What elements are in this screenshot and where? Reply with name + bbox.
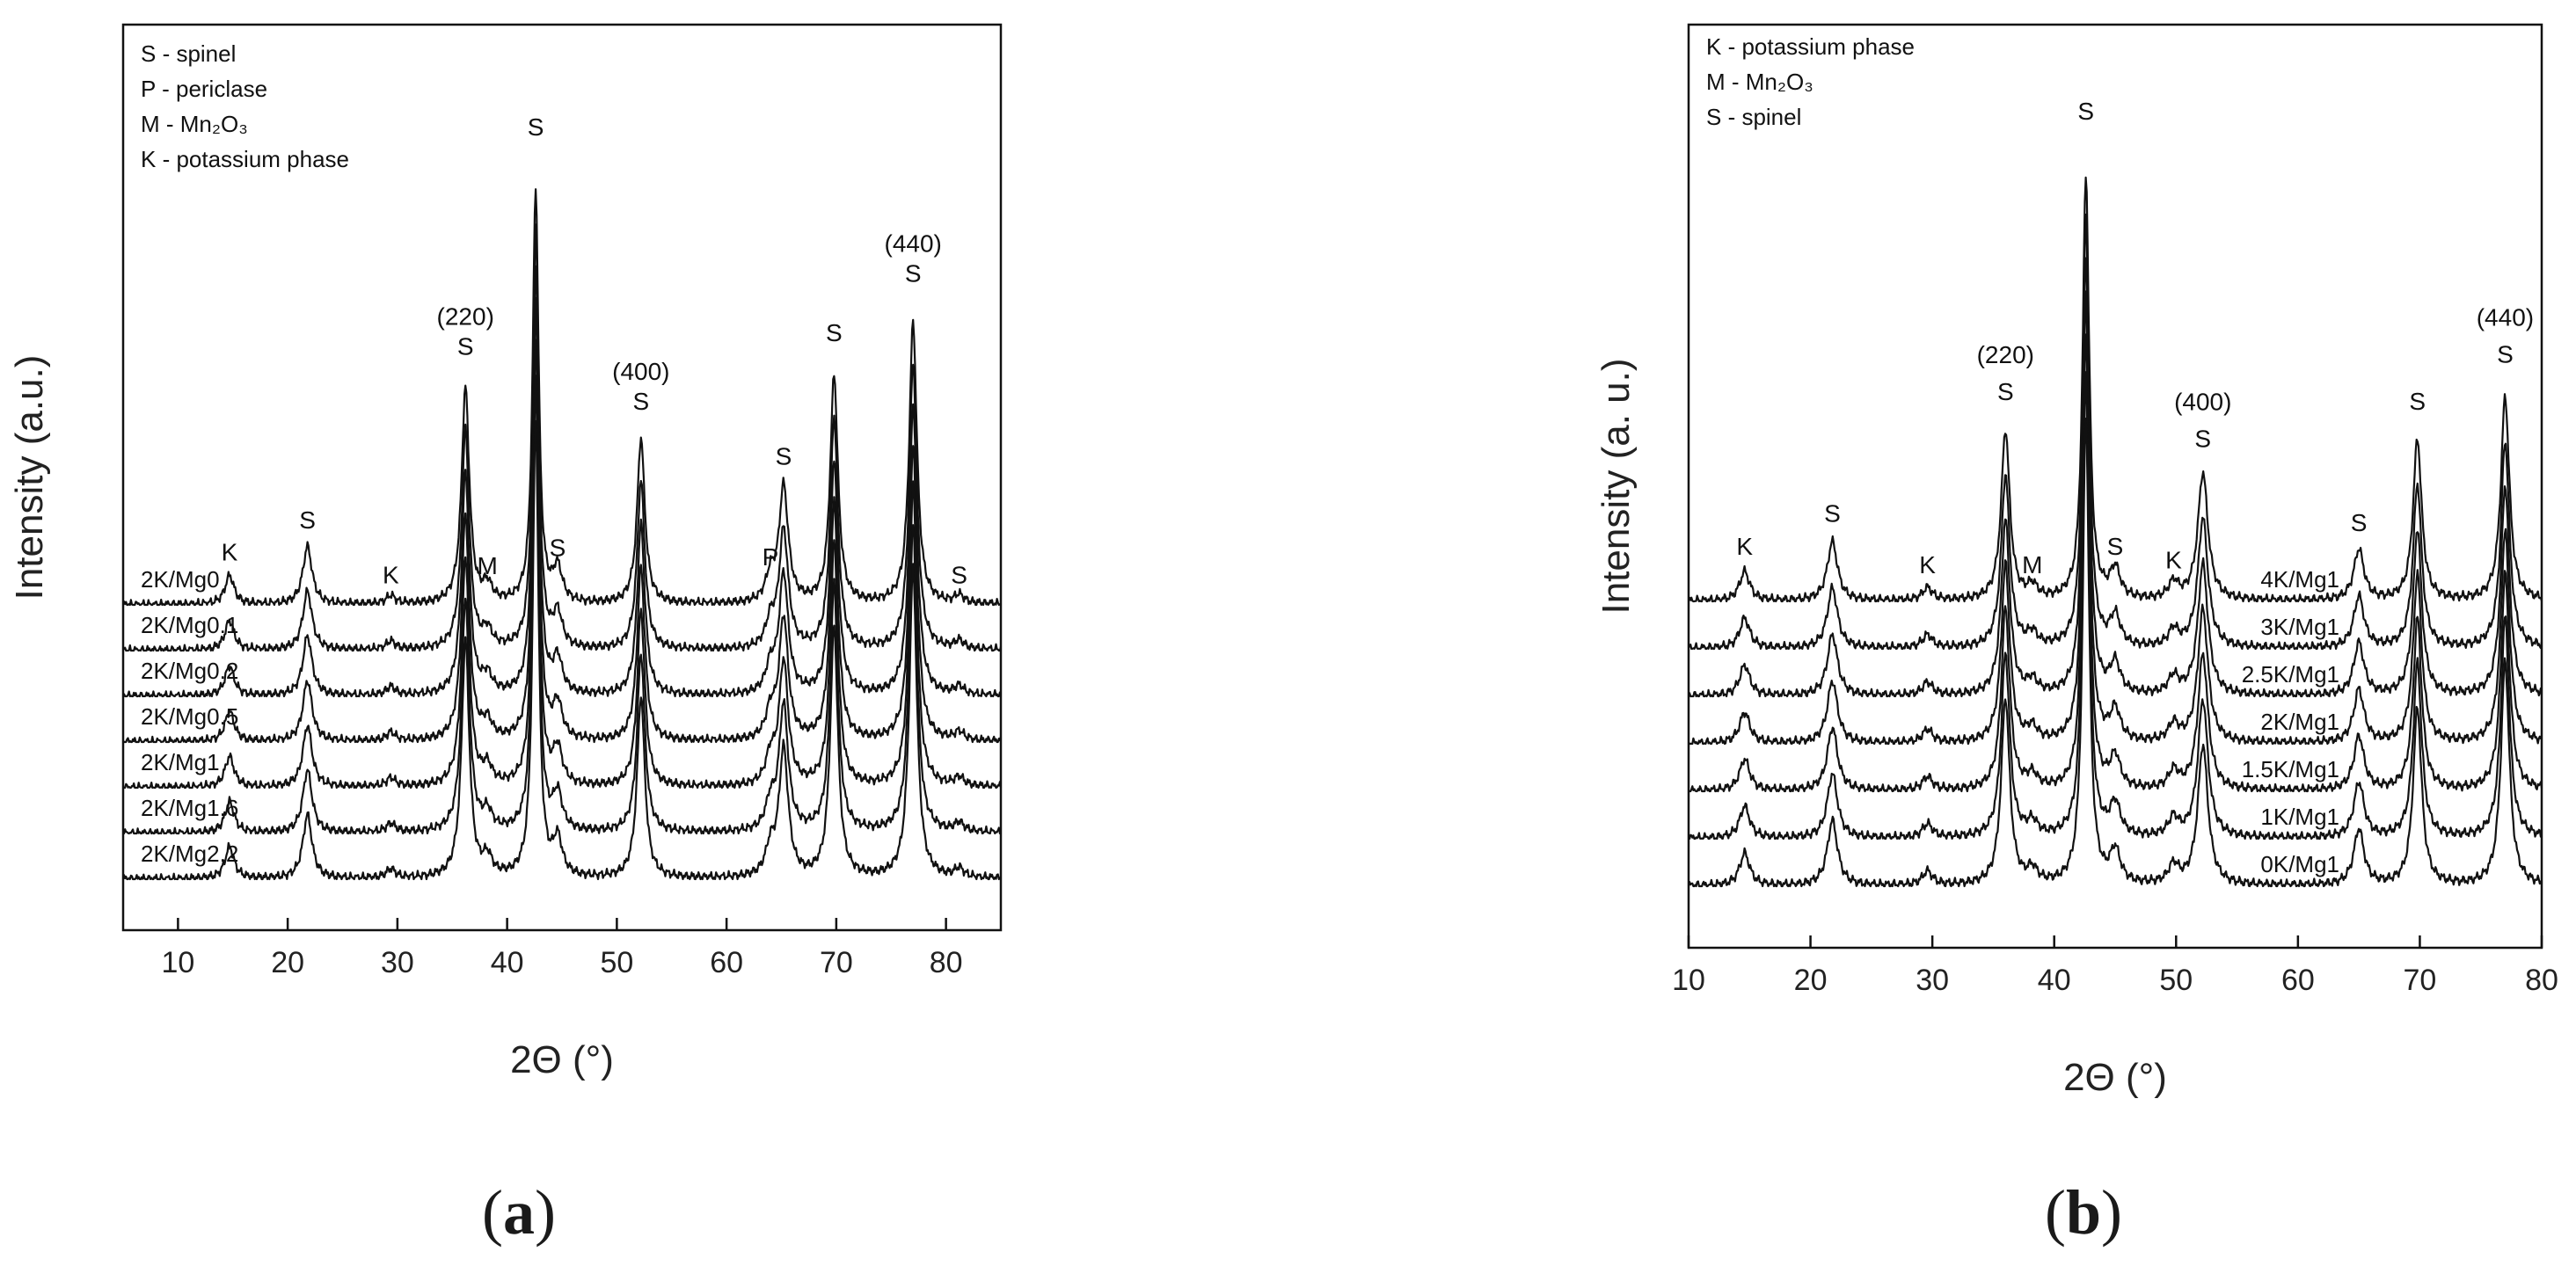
panel-b-series-label-2k-mg1: 2K/Mg1 (2260, 709, 2339, 735)
panel-b-trace-2-5k-mg1 (1688, 257, 2543, 698)
panel-a-peak-label-7: S (632, 388, 649, 415)
panel-b-chart: 10 20 30 40 50 60 70 80 2Θ (°) Intensity (a. u.) K… (1594, 23, 2558, 1099)
panel-b-series-label-0k-mg1: 0K/Mg1 (2260, 851, 2339, 877)
panel-b-x-tick-label-10: 10 (1672, 964, 1705, 997)
panel-a-series-label-2k-mg0-5: 2K/Mg0.5 (141, 703, 238, 730)
panel-b-peak-label-1: S (1824, 500, 1841, 528)
panel-a-series-label-2k-mg0-1: 2K/Mg0.1 (141, 612, 238, 638)
panel-a-trace-2k-mg0-2 (122, 265, 1003, 698)
panel-a-legend-entry-3: K - potassium phase (141, 146, 349, 172)
panel-b-peak-hkl-8: (400) (2174, 388, 2231, 415)
panel-b-legend-entry-0: K - potassium phase (1706, 33, 1915, 60)
panel-b-peak-label-11: S (2497, 341, 2514, 368)
panel-b-plot-frame (1687, 23, 2543, 950)
panel-b-x-tick-label-20: 20 (1794, 964, 1828, 997)
panel-a-legend-entry-1: P - periclase (141, 76, 267, 102)
panel-a-series-label-2k-mg0: 2K/Mg0 (141, 566, 220, 593)
panel-b-trace-1-5k-mg1 (1689, 333, 2543, 793)
panel-b-trace-4k-mg1 (1688, 176, 2543, 603)
panel-a-x-tick-label-70: 70 (820, 946, 853, 979)
panel-b-peak-label-4: M (2022, 551, 2042, 579)
panel-a-trace-2k-mg2-2 (121, 419, 1002, 881)
panel-a-x-tick-label-80: 80 (930, 946, 963, 979)
panel-a-peak-label-1: S (299, 506, 316, 534)
panel-b-peak-label-8: S (2194, 425, 2211, 452)
panel-b-peak-label-5: S (2077, 98, 2094, 125)
panel-a-peak-label-9: S (776, 442, 792, 469)
panel-a-peak-hkl-3: (220) (437, 303, 494, 331)
panel-b-peak-hkl-3: (220) (1977, 341, 2034, 368)
panel-b-x-tick-label-30: 30 (1916, 964, 1949, 997)
panel-b-peak-label-9: S (2351, 509, 2368, 536)
panel-a-trace-2k-mg1 (123, 338, 1003, 790)
panel-b-y-axis-title: Intensity (a. u.) (1594, 358, 1638, 614)
panel-a-series-label-2k-mg1-6: 2K/Mg1.6 (141, 795, 238, 821)
panel-b-x-tick-label-50: 50 (2159, 964, 2193, 997)
panel-b-series-label-1-5k-mg1: 1.5K/Mg1 (2242, 756, 2339, 782)
panel-a-chart: 10 20 30 40 50 60 70 80 2Θ (°) Intensity (a.u.) S … (8, 23, 1003, 1081)
panel-b-trace-3k-mg1 (1688, 213, 2543, 651)
panel-a-caption-letter: a (502, 1177, 535, 1248)
panel-a-legend-entry-0: S - spinel (141, 40, 236, 67)
panel-a-x-tick-label-30: 30 (381, 946, 414, 979)
panel-b-trace-2k-mg1 (1688, 290, 2543, 746)
panel-a-peak-label-3: S (457, 333, 474, 360)
panel-a-x-tick-label-40: 40 (491, 946, 524, 979)
panel-a-x-tick-label-50: 50 (600, 946, 633, 979)
panel-b-legend-entry-1: M - Mn₂O₃ (1706, 69, 1813, 95)
panel-a-trace-2k-mg0-1 (122, 223, 1003, 652)
panel-a-series-label-2k-mg0-2: 2K/Mg0.2 (141, 658, 238, 684)
panel-b-x-tick-label-40: 40 (2038, 964, 2071, 997)
panel-a-peak-hkl-7: (400) (612, 358, 669, 385)
panel-a-series-label-2k-mg1: 2K/Mg1 (141, 749, 220, 775)
panel-b-peak-label-3: S (1997, 378, 2014, 405)
panel-b-peak-label-10: S (2409, 388, 2426, 415)
panel-a-peak-label-6: S (550, 534, 566, 561)
panel-b-series-label-4k-mg1: 4K/Mg1 (2260, 566, 2339, 593)
panel-b-x-axis-title: 2Θ (°) (2063, 1056, 2167, 1099)
panel-b-peak-hkl-11: (440) (2477, 304, 2534, 331)
panel-a-peak-label-5: S (528, 113, 544, 141)
panel-b-caption-letter: b (2065, 1177, 2102, 1248)
panel-b-x-tick-label-70: 70 (2404, 964, 2437, 997)
panel-a-plot-frame (121, 23, 1003, 932)
panel-b-peak-label-7: K (2165, 547, 2182, 574)
panel-a-peak-label-11: S (905, 259, 922, 287)
panel-b-peak-label-6: S (2107, 533, 2124, 560)
panel-b-series-label-3k-mg1: 3K/Mg1 (2260, 614, 2339, 640)
panel-b-trace-1k-mg1 (1689, 371, 2543, 840)
panel-b-series-label-2-5k-mg1: 2.5K/Mg1 (2242, 661, 2339, 688)
panel-a-trace-2k-mg1-6 (123, 375, 1002, 835)
panel-b-caption: (b) (2045, 1177, 2123, 1248)
panel-a-peak-label-0: K (222, 539, 238, 566)
panel-a-x-tick-label-60: 60 (710, 946, 743, 979)
panel-a-x-tick-label-20: 20 (271, 946, 304, 979)
panel-b-series-label-1k-mg1: 1K/Mg1 (2260, 804, 2339, 830)
panel-a-peak-hkl-11: (440) (885, 229, 942, 257)
panel-a-peak-label-8: P (763, 543, 779, 571)
panel-a-caption: (a) (482, 1177, 556, 1248)
panel-a-peak-label-12: S (951, 562, 967, 589)
panel-b-x-tick-label-80: 80 (2525, 964, 2558, 997)
panel-a-peak-label-2: K (383, 562, 399, 589)
panel-a-x-tick-label-10: 10 (161, 946, 194, 979)
panel-a-peak-label-4: M (478, 552, 498, 579)
panel-a-legend-entry-2: M - Mn₂O₃ (141, 111, 248, 137)
panel-a-x-axis-title: 2Θ (°) (510, 1038, 614, 1081)
panel-b-peak-label-0: K (1736, 533, 1753, 560)
panel-a-peak-label-10: S (826, 319, 843, 346)
panel-b-legend-entry-2: S - spinel (1706, 104, 1801, 130)
panel-b-peak-label-2: K (1919, 551, 1936, 579)
panel-a-trace-2k-mg0 (121, 188, 1002, 607)
panel-a-trace-2k-mg0-5 (122, 296, 1003, 744)
panel-b-x-tick-label-60: 60 (2281, 964, 2315, 997)
panel-a-series-label-2k-mg2-2: 2K/Mg2.2 (141, 840, 238, 867)
panel-a-y-axis-title: Intensity (a.u.) (8, 355, 51, 600)
panel-b-trace-0k-mg1 (1687, 418, 2543, 888)
